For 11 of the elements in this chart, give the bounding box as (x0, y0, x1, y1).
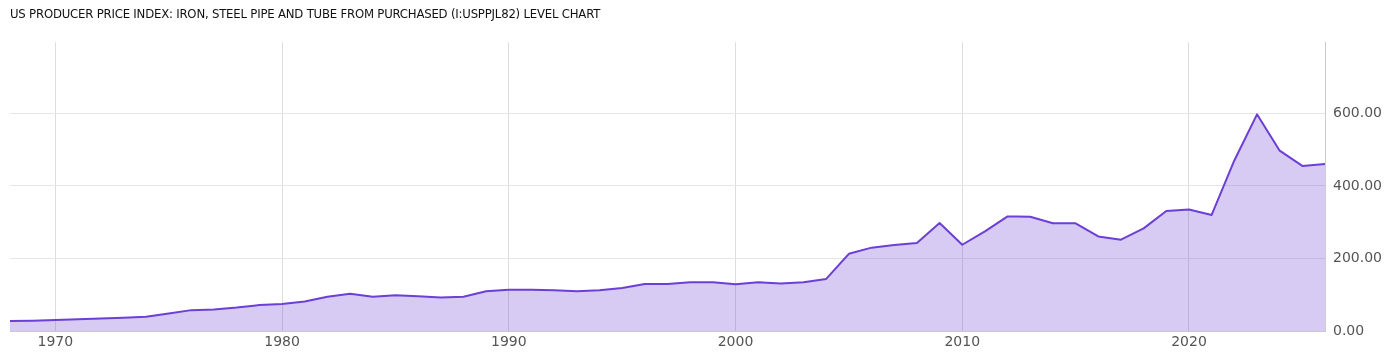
y-tick-label: 400.00 (1333, 176, 1383, 193)
x-tick-label: 2000 (717, 333, 754, 350)
x-tick-label: 1980 (264, 333, 300, 350)
x-tick-label: 2010 (944, 333, 981, 350)
y-tick-label: 200.00 (1333, 249, 1383, 266)
x-tick-label: 2020 (1171, 333, 1207, 350)
y-tick-label: 0.00 (1333, 321, 1365, 338)
chart-title: US PRODUCER PRICE INDEX: IRON, STEEL PIPE AND TUBE FROM PURCHASED (I:USPPJL82) LEVEL CHART (10, 6, 601, 21)
y-tick-label: 600.00 (1333, 103, 1383, 120)
x-tick-label: 1970 (37, 333, 74, 350)
x-tick-label: 1990 (490, 333, 527, 350)
